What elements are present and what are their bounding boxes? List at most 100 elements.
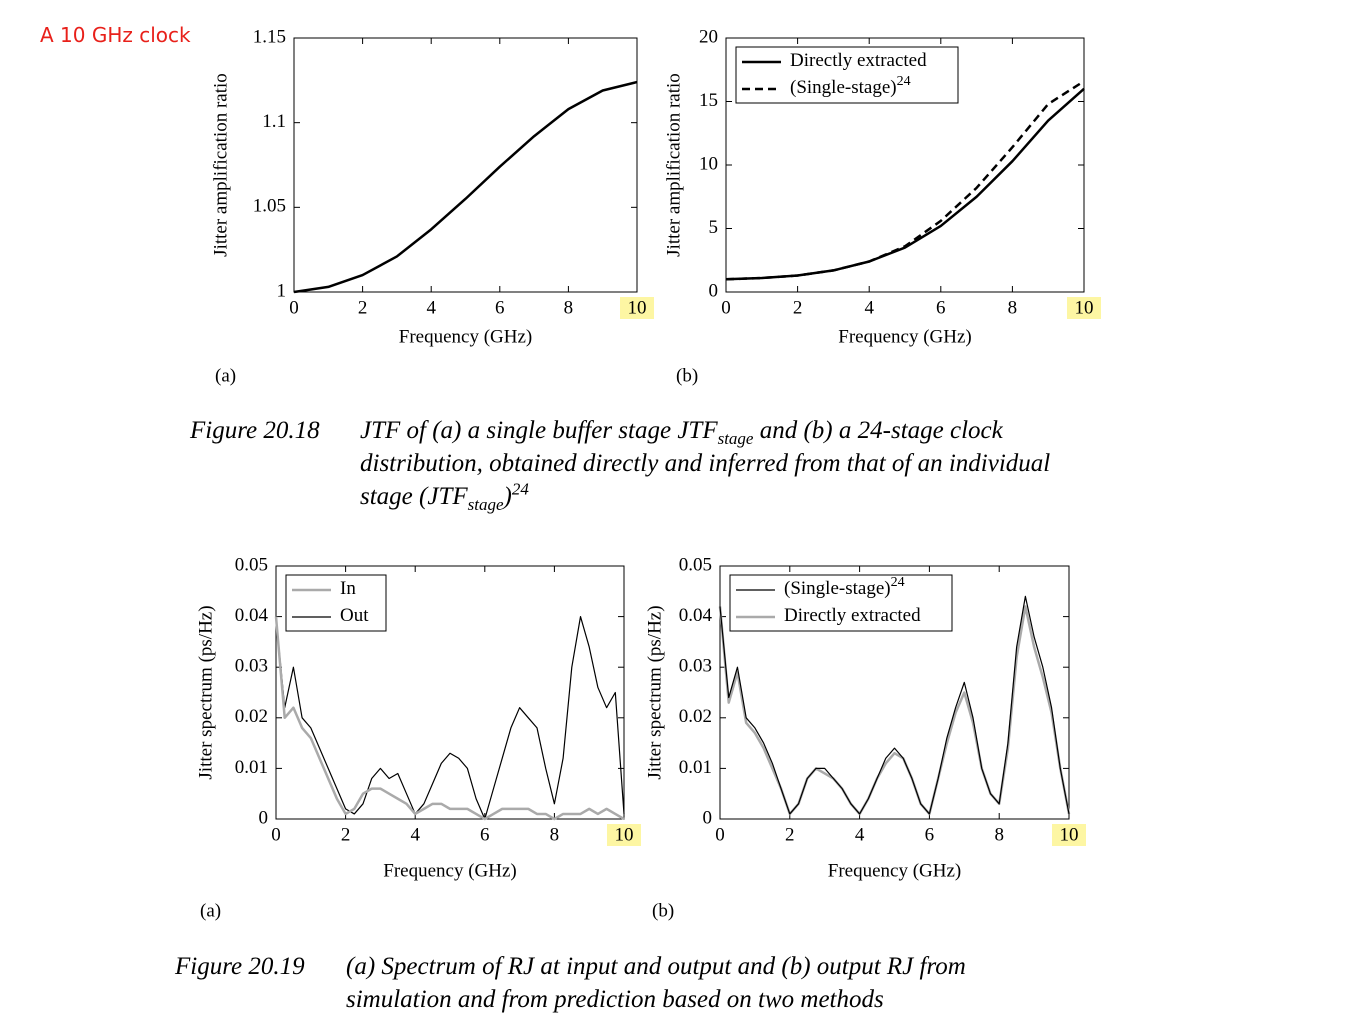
x-tick-label: 8	[994, 824, 1004, 845]
y-tick-label: 0.04	[235, 605, 269, 626]
x-tick-label: 10	[628, 297, 647, 318]
legend-name: In	[340, 578, 356, 599]
y-tick-label: 0	[259, 807, 269, 828]
x-tick-label: 6	[936, 297, 946, 318]
x-tick-label: 4	[426, 297, 436, 318]
x-tick-label: 8	[550, 824, 560, 845]
legend-label: Directly extracted	[784, 605, 921, 626]
data-line	[719, 595, 1070, 815]
legend-name: (Single-stage)	[784, 578, 891, 599]
x-tick-label: 8	[1008, 297, 1018, 318]
x-tick-label: 0	[721, 297, 731, 318]
data-line	[275, 616, 625, 820]
y-tick-label: 0	[709, 280, 719, 301]
plot-frame	[293, 37, 638, 293]
data-line	[718, 605, 1071, 816]
y-tick-label: 0.02	[235, 706, 268, 727]
legend-superscript: 24	[897, 74, 911, 89]
y-axis-label: Jitter spectrum (ps/Hz)	[195, 605, 216, 779]
legend-box	[729, 574, 953, 632]
figure-number: Figure 20.18	[190, 417, 320, 444]
data-line	[725, 87, 1085, 281]
x-axis-label: Frequency (GHz)	[383, 860, 516, 881]
y-tick-label: 15	[699, 90, 718, 111]
x-axis-label: Frequency (GHz)	[828, 860, 961, 881]
x-tick-label: 6	[925, 824, 935, 845]
y-axis-label: Jitter amplification ratio	[663, 73, 684, 257]
caption-sup: 24	[511, 479, 529, 499]
tick-highlight	[1067, 297, 1101, 319]
caption-text: JTF of (a) a single buffer stage JTF	[360, 417, 718, 444]
y-tick-label: 0.05	[679, 554, 712, 575]
tick-highlight	[1052, 824, 1086, 846]
data-line	[725, 80, 1085, 281]
x-tick-label: 6	[495, 297, 505, 318]
legend-label: In	[340, 578, 356, 599]
x-tick-label: 2	[341, 824, 351, 845]
data-line	[293, 80, 638, 294]
caption-text: (a) Spectrum of RJ at input and output a…	[346, 950, 1066, 1016]
annotation: A 10 GHz clock	[40, 23, 191, 47]
legend-superscript: 24	[891, 575, 905, 590]
panel-label: (a)	[215, 365, 236, 386]
y-tick-label: 0.04	[679, 605, 713, 626]
x-axis-label: Frequency (GHz)	[838, 326, 971, 347]
legend-label: (Single-stage)24	[784, 575, 905, 599]
legend-label: (Single-stage)24	[790, 74, 911, 98]
caption-sub: stage	[467, 495, 504, 514]
caption-text: (a) Spectrum of RJ at input and output a…	[346, 953, 966, 1013]
legend-name: Directly extracted	[790, 50, 927, 71]
y-tick-label: 0.03	[679, 656, 712, 677]
x-tick-label: 4	[855, 824, 865, 845]
legend-box	[735, 46, 959, 104]
x-tick-label: 0	[715, 824, 725, 845]
x-tick-label: 2	[793, 297, 803, 318]
caption-text: and (b) a 24-stage clock distribution, o…	[360, 417, 1051, 510]
x-tick-label: 10	[1075, 297, 1094, 318]
y-tick-label: 1.05	[253, 196, 286, 217]
panel-label: (a)	[200, 900, 221, 921]
tick-highlight	[607, 824, 641, 846]
y-tick-label: 0.01	[235, 757, 268, 778]
caption-text: )	[503, 483, 512, 510]
legend-box	[285, 574, 387, 632]
panel-label: (b)	[652, 900, 674, 921]
plot-frame	[719, 565, 1070, 820]
y-axis-label: Jitter amplification ratio	[210, 73, 231, 257]
legend-label: Directly extracted	[790, 50, 927, 71]
x-tick-label: 2	[358, 297, 368, 318]
y-tick-label: 1	[277, 280, 287, 301]
x-tick-label: 0	[271, 824, 281, 845]
y-tick-label: 10	[699, 153, 718, 174]
y-tick-label: 0.02	[679, 706, 712, 727]
y-tick-label: 0.03	[235, 656, 268, 677]
tick-highlight	[620, 297, 654, 319]
legend-name: (Single-stage)	[790, 77, 897, 98]
legend-label: Out	[340, 605, 369, 626]
x-axis-label: Frequency (GHz)	[399, 326, 532, 347]
legend-name: Out	[340, 605, 369, 626]
y-tick-label: 1.15	[253, 26, 286, 47]
x-tick-label: 0	[289, 297, 299, 318]
y-tick-label: 20	[699, 26, 718, 47]
x-tick-label: 4	[410, 824, 420, 845]
x-tick-label: 6	[480, 824, 490, 845]
panel-label: (b)	[676, 365, 698, 386]
x-tick-label: 8	[564, 297, 574, 318]
data-line	[274, 616, 625, 821]
caption-text: JTF of (a) a single buffer stage JTFstag…	[360, 414, 1100, 513]
y-tick-label: 5	[709, 217, 719, 238]
y-tick-label: 0.01	[679, 757, 712, 778]
plot-frame	[275, 565, 625, 820]
y-axis-label: Jitter spectrum (ps/Hz)	[644, 605, 665, 779]
x-tick-label: 10	[615, 824, 634, 845]
caption-sub: stage	[717, 429, 754, 448]
y-tick-label: 1.1	[262, 111, 286, 132]
x-tick-label: 10	[1060, 824, 1079, 845]
y-tick-label: 0.05	[235, 554, 268, 575]
legend-name: Directly extracted	[784, 605, 921, 626]
x-tick-label: 2	[785, 824, 795, 845]
figure-number: Figure 20.19	[175, 953, 305, 980]
